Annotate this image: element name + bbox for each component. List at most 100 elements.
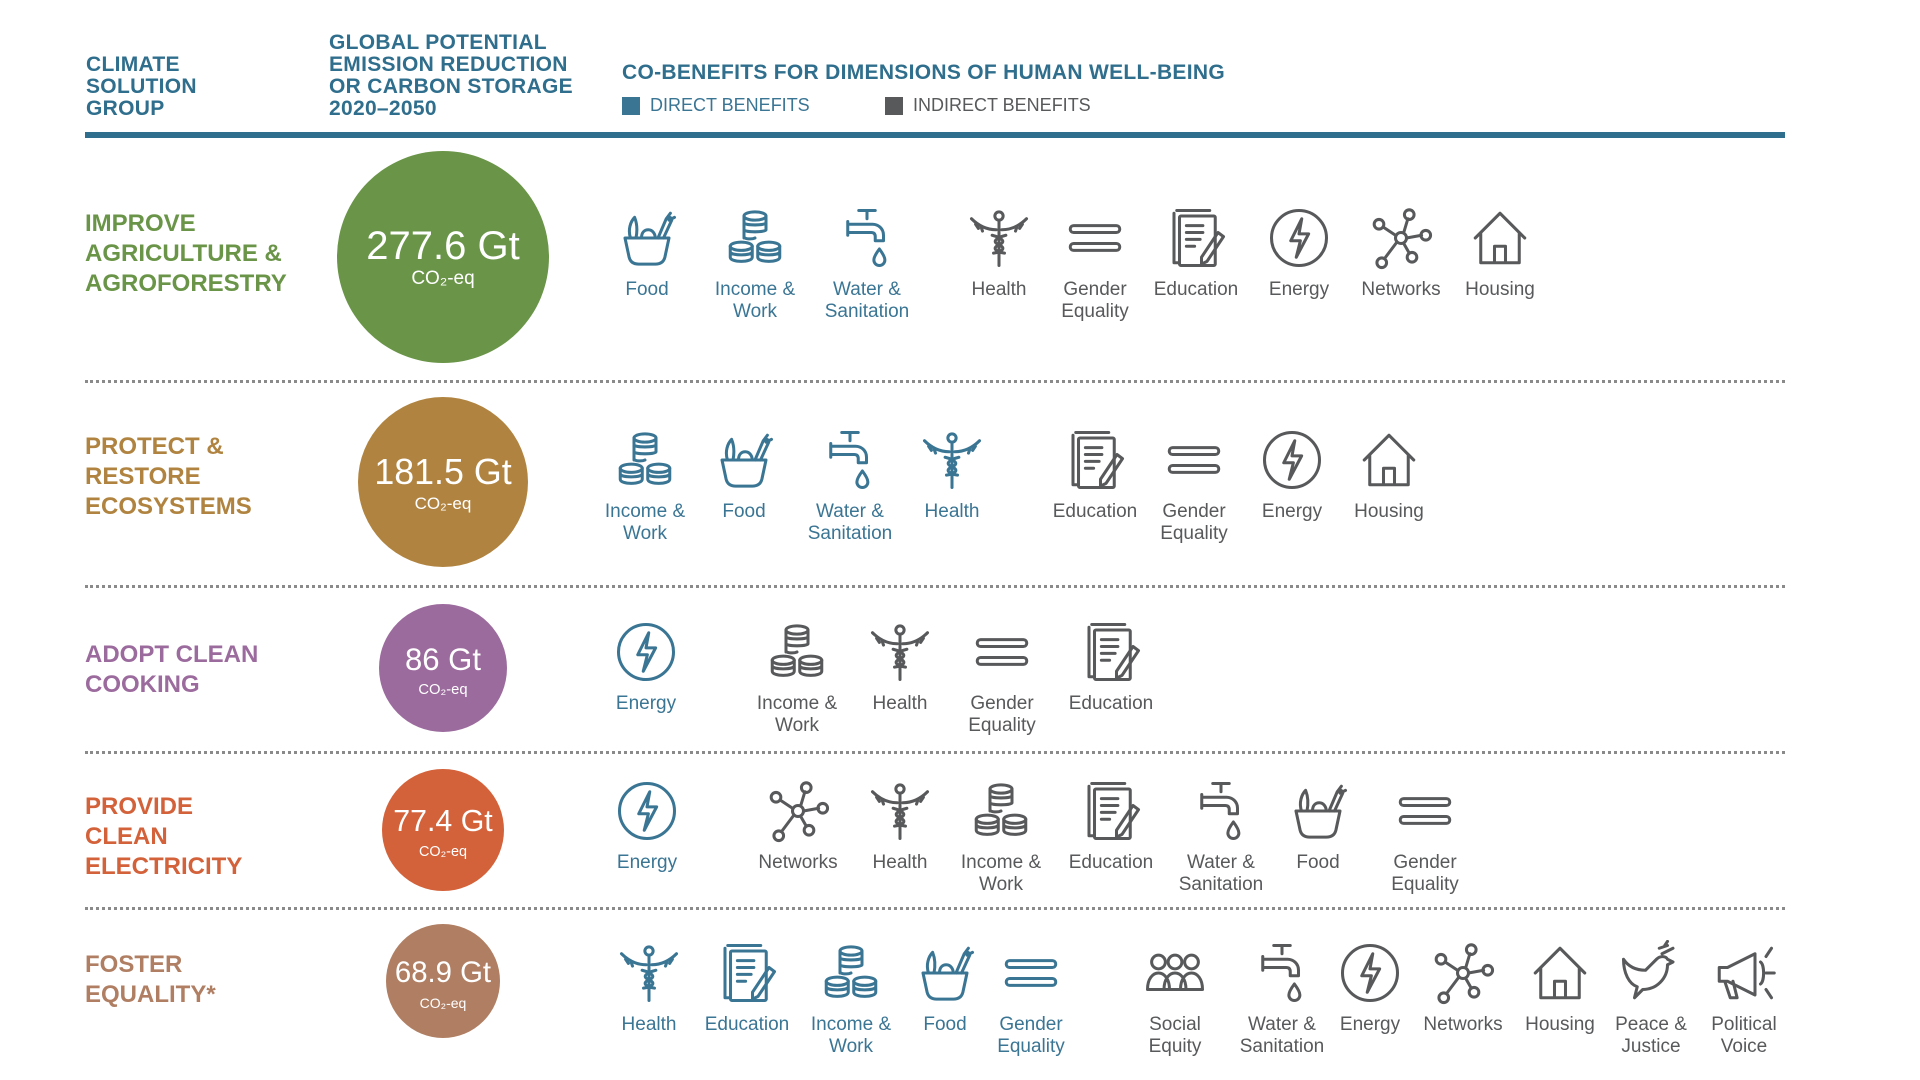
benefit-health: Health — [892, 427, 1012, 523]
group-name-line: FOSTER — [85, 951, 183, 978]
benefit-water: Water & Sanitation — [807, 205, 927, 323]
benefit-label-line: Equality — [1061, 301, 1129, 322]
header-line: GLOBAL POTENTIAL — [329, 31, 547, 54]
food-icon — [1294, 784, 1348, 839]
benefit-label-line: Equality — [997, 1036, 1065, 1057]
benefit-label-line: Housing — [1354, 501, 1424, 522]
benefit-peace: Peace & Justice — [1591, 940, 1711, 1058]
benefit-label: Food — [587, 279, 707, 301]
benefit-label: Networks — [1341, 279, 1461, 301]
benefit-housing: Housing — [1329, 427, 1449, 523]
group-name-line: AGRICULTURE & — [85, 240, 282, 267]
housing-icon — [1533, 946, 1587, 1000]
header-line: SOLUTION — [86, 75, 197, 98]
benefit-label-line: Gender — [999, 1014, 1063, 1035]
education-icon — [723, 943, 777, 1003]
benefit-label-line: Food — [625, 279, 669, 300]
group-name-line: PROTECT & — [85, 433, 224, 460]
benefit-label-line: Education — [1068, 693, 1154, 714]
row-divider — [85, 751, 1785, 754]
group-name-line: IMPROVE — [85, 210, 196, 237]
group-name-line: COOKING — [85, 671, 200, 698]
benefit-label-line: Equality — [1160, 523, 1228, 544]
energy-icon — [1269, 208, 1329, 268]
benefit-label-line: Gender — [970, 693, 1034, 714]
benefit-label-line: Health — [621, 1014, 677, 1035]
benefit-income: Income & Work — [695, 205, 815, 323]
benefit-label-line: Energy — [1268, 279, 1330, 300]
group-name-line: RESTORE — [85, 463, 201, 490]
benefit-label: Education — [1136, 279, 1256, 301]
benefit-label: Networks — [738, 852, 858, 874]
benefit-label: Health — [840, 852, 960, 874]
benefit-label-line: Justice — [1621, 1036, 1681, 1057]
benefit-food: Food — [587, 205, 707, 301]
benefit-label: Energy — [587, 852, 707, 874]
health-icon — [969, 210, 1029, 268]
education-icon — [1087, 781, 1141, 841]
benefit-label-line: Food — [923, 1014, 967, 1035]
emission-value: 86 Gt — [404, 642, 481, 677]
benefit-label-line: Sanitation — [1178, 874, 1264, 895]
gender-icon — [1004, 959, 1058, 987]
emission-circle: 86 Gt CO₂-eq — [379, 604, 507, 732]
benefit-water: Water & Sanitation — [790, 427, 910, 545]
benefit-label-line: Networks — [1423, 1014, 1503, 1035]
benefit-social: Social Equity — [1115, 940, 1235, 1058]
benefit-label: Education — [1051, 693, 1171, 715]
benefit-label-line: Health — [971, 279, 1027, 300]
benefit-education: Education — [687, 940, 807, 1036]
benefit-label: Housing — [1329, 501, 1449, 523]
benefit-label-line: Food — [1296, 852, 1340, 873]
benefit-label: Peace & Justice — [1591, 1014, 1711, 1058]
benefit-energy: Energy — [1310, 940, 1430, 1036]
legend-indirect: INDIRECT BENEFITS — [885, 95, 1091, 116]
benefit-education: Education — [1051, 778, 1171, 874]
benefit-label-line: Education — [704, 1014, 790, 1035]
header-climate-solution-group: CLIMATE SOLUTION GROUP — [86, 54, 197, 120]
benefit-label: Health — [589, 1014, 709, 1036]
voice-icon — [1717, 946, 1776, 1000]
benefit-networks: Networks — [1403, 940, 1523, 1036]
benefit-label-line: Health — [872, 693, 928, 714]
emission-circle: 277.6 Gt CO₂-eq — [337, 151, 549, 363]
benefit-label: Food — [885, 1014, 1005, 1036]
header-co-benefits: CO-BENEFITS FOR DIMENSIONS OF HUMAN WELL… — [622, 61, 1225, 84]
benefit-food: Food — [1258, 778, 1378, 874]
group-name-line: EQUALITY* — [85, 981, 216, 1008]
group-name-line: ADOPT CLEAN — [85, 641, 259, 668]
benefit-health: Health — [840, 619, 960, 715]
benefit-income: Income & Work — [941, 778, 1061, 896]
emission-value: 181.5 Gt — [374, 452, 512, 492]
benefit-label: Gender Equality — [1134, 501, 1254, 545]
benefit-label: Income & Work — [791, 1014, 911, 1058]
education-icon — [1071, 430, 1125, 490]
water-icon — [1261, 943, 1302, 1002]
benefit-label-line: Energy — [1261, 501, 1323, 522]
water-icon — [829, 430, 870, 489]
benefit-water: Water & Sanitation — [1222, 940, 1342, 1058]
benefit-gender: Gender Equality — [1134, 427, 1254, 545]
group-name: IMPROVE AGRICULTURE & AGROFORESTRY — [85, 209, 287, 299]
benefit-label-line: Equality — [1391, 874, 1459, 895]
benefit-label: Energy — [1310, 1014, 1430, 1036]
housing-icon — [1362, 433, 1416, 487]
benefit-gender: Gender Equality — [971, 940, 1091, 1058]
benefit-label-line: Voice — [1720, 1036, 1768, 1057]
energy-icon — [1340, 943, 1400, 1003]
header-global-potential: GLOBAL POTENTIAL EMISSION REDUCTION OR C… — [329, 32, 573, 120]
benefit-gender: Gender Equality — [1035, 205, 1155, 323]
benefit-label: Water & Sanitation — [1222, 1014, 1342, 1058]
benefit-label-line: Work — [733, 301, 777, 322]
emission-unit: CO₂-eq — [418, 844, 468, 860]
benefit-health: Health — [840, 778, 960, 874]
income-icon — [618, 432, 672, 485]
benefit-label-line: Education — [1068, 852, 1154, 873]
benefit-education: Education — [1136, 205, 1256, 301]
group-name-line: AGROFORESTRY — [85, 270, 287, 297]
benefit-label-line: Gender — [1063, 279, 1127, 300]
benefit-label: Gender Equality — [1365, 852, 1485, 896]
group-name-line: PROVIDE — [85, 793, 194, 820]
benefit-label: Gender Equality — [1035, 279, 1155, 323]
benefit-label: Income & Work — [941, 852, 1061, 896]
